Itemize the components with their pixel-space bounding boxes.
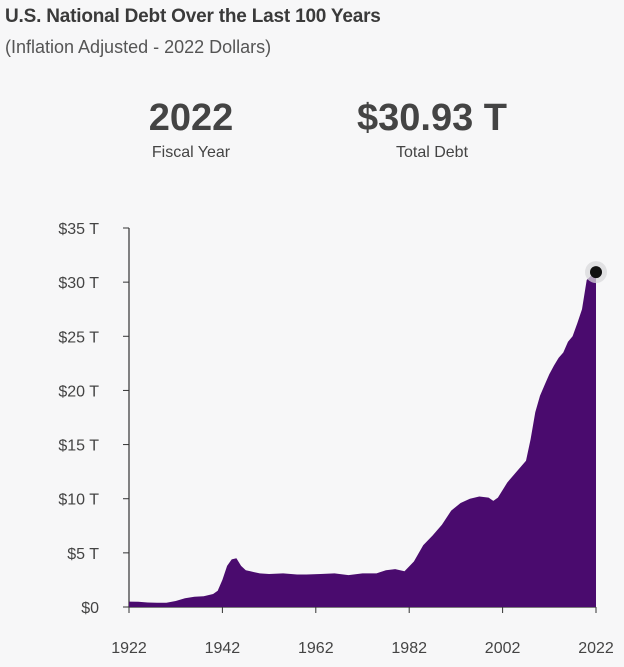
chart-title: U.S. National Debt Over the Last 100 Yea… <box>5 6 381 27</box>
y-tick-label: $5 T <box>67 546 99 563</box>
chart-subtitle: (Inflation Adjusted - 2022 Dollars) <box>5 37 272 57</box>
y-axis: $0 $5 T $10 T $15 T $20 T $25 T $30 T $35 T <box>58 221 130 617</box>
y-tick-label: $0 <box>81 600 99 617</box>
y-tick-label: $10 T <box>58 492 99 509</box>
fiscal-year-kpi: 2022 Fiscal Year <box>120 96 262 162</box>
x-tick-label: 1982 <box>391 640 427 657</box>
x-tick-label: 1962 <box>298 640 334 657</box>
fiscal-year-value: 2022 <box>148 97 234 139</box>
x-tick-label: 1942 <box>205 640 241 657</box>
x-tick-label: 2022 <box>578 640 614 657</box>
total-debt-kpi: $30.93 T Total Debt <box>330 96 534 162</box>
y-tick-label: $30 T <box>58 275 99 292</box>
debt-area-series[interactable] <box>129 272 596 607</box>
y-tick-label: $20 T <box>58 383 99 400</box>
y-tick-label: $15 T <box>58 438 99 455</box>
x-tick-label: 1922 <box>111 640 147 657</box>
y-tick-label: $25 T <box>58 329 99 346</box>
x-tick-label: 2002 <box>485 640 521 657</box>
y-tick-label: $35 T <box>58 221 99 238</box>
total-debt-label: Total Debt <box>395 144 469 161</box>
total-debt-value: $30.93 T <box>357 97 507 139</box>
latest-point-marker[interactable] <box>590 266 602 279</box>
fiscal-year-label: Fiscal Year <box>151 144 231 161</box>
x-axis: 1922 1942 1962 1982 2002 2022 <box>111 606 614 657</box>
